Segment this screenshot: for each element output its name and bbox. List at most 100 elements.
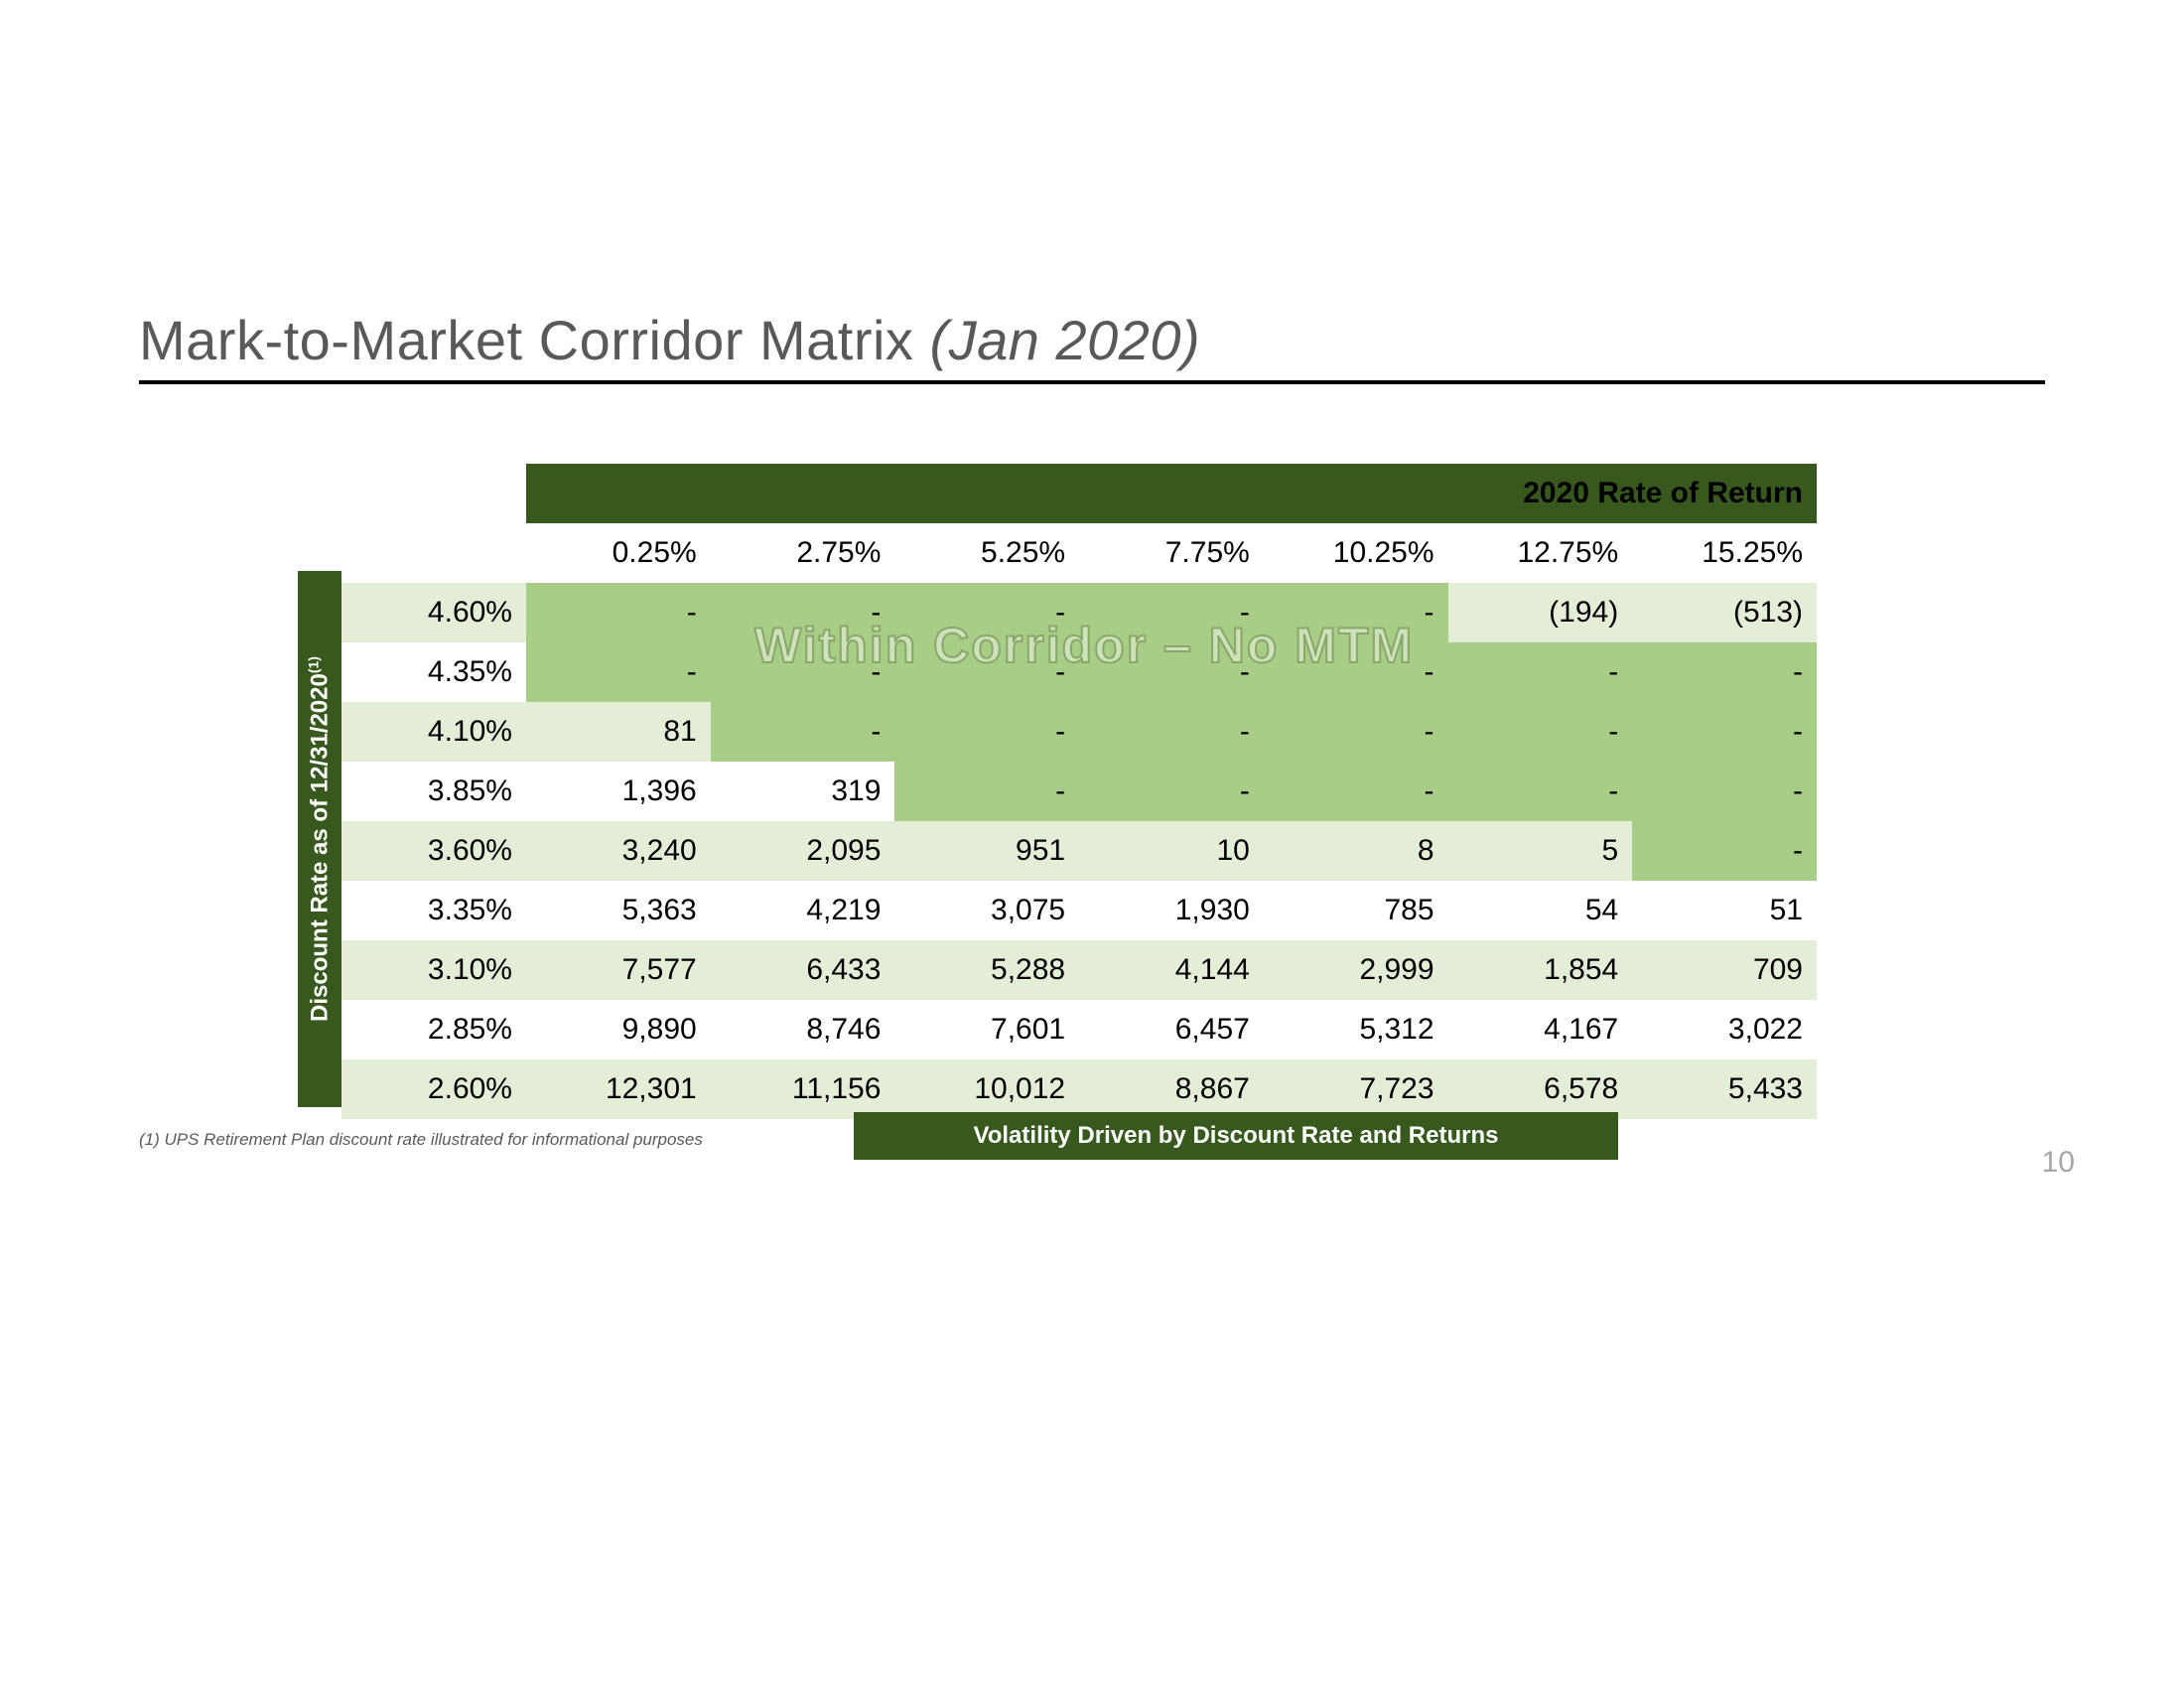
matrix-cell: (513) — [1632, 583, 1817, 642]
matrix-cell: 4,144 — [1079, 940, 1264, 1000]
matrix-cell: 7,601 — [894, 1000, 1079, 1059]
table-row: 3.85%1,396319----- — [341, 762, 1817, 821]
matrix-cell: 709 — [1632, 940, 1817, 1000]
blank-corner — [341, 464, 526, 523]
matrix-cell: 81 — [526, 702, 711, 762]
matrix-cell: - — [1632, 762, 1817, 821]
table-row: 2.60%12,30111,15610,0128,8677,7236,5785,… — [341, 1059, 1817, 1119]
row-header: 4.35% — [341, 642, 526, 702]
title-suffix: (Jan 2020) — [929, 309, 1200, 371]
y-axis-super: (1) — [306, 656, 322, 673]
matrix-cell: - — [711, 583, 895, 642]
title-prefix: Mark-to-Market Corridor Matrix — [139, 309, 929, 371]
row-header: 2.60% — [341, 1059, 526, 1119]
matrix-cell: - — [711, 642, 895, 702]
row-header: 3.10% — [341, 940, 526, 1000]
matrix-cell: 7,723 — [1264, 1059, 1448, 1119]
matrix-cell: 3,022 — [1632, 1000, 1817, 1059]
matrix-cell: 8 — [1264, 821, 1448, 881]
matrix-cell: 4,167 — [1448, 1000, 1633, 1059]
matrix-cell: 5,363 — [526, 881, 711, 940]
matrix-cell: 7,577 — [526, 940, 711, 1000]
table-row: 3.60%3,2402,0959511085- — [341, 821, 1817, 881]
table-row: 3.35%5,3634,2193,0751,9307855451 — [341, 881, 1817, 940]
matrix-cell: (194) — [1448, 583, 1633, 642]
matrix-cell: 5,433 — [1632, 1059, 1817, 1119]
matrix-cell: - — [1264, 583, 1448, 642]
matrix-cell: 6,433 — [711, 940, 895, 1000]
matrix-cell: 785 — [1264, 881, 1448, 940]
col-header: 2.75% — [711, 523, 895, 583]
matrix-cell: 2,095 — [711, 821, 895, 881]
row-header: 3.35% — [341, 881, 526, 940]
y-axis-label-text: Discount Rate as of 12/31/2020 — [307, 673, 334, 1022]
row-header: 2.85% — [341, 1000, 526, 1059]
matrix-cell: - — [1264, 642, 1448, 702]
matrix-cell: 8,746 — [711, 1000, 895, 1059]
slide: Mark-to-Market Corridor Matrix (Jan 2020… — [139, 308, 2045, 1119]
y-axis-label: Discount Rate as of 12/31/2020(1) — [306, 656, 335, 1022]
matrix-cell: - — [1632, 702, 1817, 762]
matrix-cell: 8,867 — [1079, 1059, 1264, 1119]
matrix-cell: 3,240 — [526, 821, 711, 881]
matrix-container: Discount Rate as of 12/31/2020(1) 2020 R… — [298, 464, 1817, 1119]
matrix-cell: 6,457 — [1079, 1000, 1264, 1059]
matrix-cell: - — [1079, 583, 1264, 642]
matrix-cell: 10 — [1079, 821, 1264, 881]
rate-of-return-header: 2020 Rate of Return — [526, 464, 1817, 523]
matrix-cell: - — [1632, 642, 1817, 702]
table-row: 2.85%9,8908,7467,6016,4575,3124,1673,022 — [341, 1000, 1817, 1059]
matrix-cell: - — [894, 762, 1079, 821]
table-row: 4.35%------- — [341, 642, 1817, 702]
table-row: 4.10%81------ — [341, 702, 1817, 762]
row-header: 3.85% — [341, 762, 526, 821]
column-header-row: 0.25% 2.75% 5.25% 7.75% 10.25% 12.75% 15… — [341, 523, 1817, 583]
matrix-cell: 51 — [1632, 881, 1817, 940]
caption-bar: Volatility Driven by Discount Rate and R… — [854, 1112, 1618, 1160]
matrix-body: 4.60%-----(194)(513)4.35%-------4.10%81-… — [341, 583, 1817, 1119]
matrix-cell: - — [894, 642, 1079, 702]
table-row: 3.10%7,5776,4335,2884,1442,9991,854709 — [341, 940, 1817, 1000]
matrix-cell: 5,288 — [894, 940, 1079, 1000]
top-header-row: 2020 Rate of Return — [341, 464, 1817, 523]
col-header: 12.75% — [1448, 523, 1633, 583]
matrix-cell: 1,396 — [526, 762, 711, 821]
matrix-cell: - — [1264, 762, 1448, 821]
matrix-cell: 1,854 — [1448, 940, 1633, 1000]
matrix-cell: 2,999 — [1264, 940, 1448, 1000]
matrix-cell: 6,578 — [1448, 1059, 1633, 1119]
matrix-cell: 9,890 — [526, 1000, 711, 1059]
row-header: 3.60% — [341, 821, 526, 881]
matrix-cell: 4,219 — [711, 881, 895, 940]
matrix-cell: - — [1079, 642, 1264, 702]
matrix-cell: - — [526, 583, 711, 642]
matrix-cell: - — [1264, 702, 1448, 762]
page-number: 10 — [2042, 1146, 2075, 1180]
matrix-cell: - — [711, 702, 895, 762]
matrix-cell: 3,075 — [894, 881, 1079, 940]
row-header: 4.60% — [341, 583, 526, 642]
matrix-cell: - — [1448, 762, 1633, 821]
blank-corner-2 — [341, 523, 526, 583]
matrix-cell: 54 — [1448, 881, 1633, 940]
page-title: Mark-to-Market Corridor Matrix (Jan 2020… — [139, 308, 2045, 372]
matrix-cell: 11,156 — [711, 1059, 895, 1119]
matrix-cell: - — [1448, 702, 1633, 762]
matrix-cell: 10,012 — [894, 1059, 1079, 1119]
matrix-cell: - — [1079, 702, 1264, 762]
matrix-cell: 5 — [1448, 821, 1633, 881]
matrix-cell: - — [894, 702, 1079, 762]
matrix-cell: - — [1448, 642, 1633, 702]
col-header: 0.25% — [526, 523, 711, 583]
y-axis-bar: Discount Rate as of 12/31/2020(1) — [298, 571, 341, 1107]
matrix-cell: 319 — [711, 762, 895, 821]
matrix-cell: 5,312 — [1264, 1000, 1448, 1059]
col-header: 7.75% — [1079, 523, 1264, 583]
matrix-cell: - — [526, 642, 711, 702]
matrix-cell: - — [1632, 821, 1817, 881]
matrix-cell: 951 — [894, 821, 1079, 881]
col-header: 15.25% — [1632, 523, 1817, 583]
col-header: 5.25% — [894, 523, 1079, 583]
matrix-cell: 12,301 — [526, 1059, 711, 1119]
footnote: (1) UPS Retirement Plan discount rate il… — [139, 1130, 703, 1150]
